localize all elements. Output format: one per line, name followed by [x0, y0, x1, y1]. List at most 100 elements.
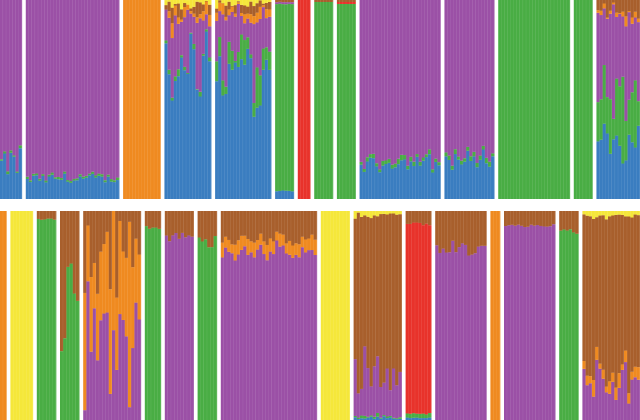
- ancestry-bar-segment: [418, 0, 423, 162]
- ancestry-bar-segment: [275, 4, 279, 192]
- ancestry-bar-segment: [624, 362, 628, 420]
- ancestry-bar-segment: [365, 157, 370, 162]
- ancestry-bar-segment: [208, 14, 212, 27]
- ancestry-bar-segment: [596, 10, 600, 13]
- ancestry-bar-segment: [615, 12, 619, 17]
- ancestry-bar-segment: [336, 0, 341, 2]
- ancestry-bar-segment: [180, 57, 184, 200]
- ancestry-bar-segment: [618, 14, 622, 87]
- ancestry-bar-segment: [379, 211, 383, 215]
- ancestry-bar-segment: [406, 165, 410, 170]
- ancestry-bar-segment: [224, 16, 228, 21]
- ancestry-bar-segment: [69, 211, 74, 264]
- ancestry-bar-segment: [201, 4, 206, 12]
- ancestry-bar-segment: [183, 17, 187, 67]
- ancestry-bar-segment: [272, 211, 276, 242]
- ancestry-bar-segment: [167, 17, 172, 70]
- ancestry-bar-segment: [408, 413, 413, 419]
- ancestry-bar-segment: [195, 89, 200, 199]
- ancestry-bar-segment: [47, 174, 52, 177]
- ancestry-bar-segment: [49, 211, 54, 219]
- ancestry-bar-segment: [366, 417, 370, 420]
- ancestry-bar-segment: [466, 146, 470, 151]
- ancestry-bar-segment: [207, 211, 211, 248]
- ancestry-bar-segment: [262, 254, 266, 420]
- ancestry-bar-segment: [258, 0, 263, 7]
- ancestry-bar-segment: [340, 211, 344, 420]
- ancestry-bar-segment: [224, 0, 228, 6]
- ancestry-bar-segment: [392, 417, 396, 419]
- ancestry-bar-segment: [12, 0, 16, 156]
- ancestry-bar-segment: [356, 393, 361, 418]
- ancestry-bar-segment: [99, 251, 103, 321]
- ancestry-bar-segment: [559, 230, 563, 420]
- ancestry-bar-segment: [32, 175, 36, 199]
- ancestry-bar-segment: [249, 241, 254, 253]
- ancestry-bar-segment: [388, 415, 393, 418]
- ancestry-bar-segment: [484, 157, 489, 164]
- ancestry-bar-segment: [224, 5, 228, 17]
- ancestry-bar-segment: [72, 180, 76, 199]
- ancestry-bar-segment: [636, 101, 640, 126]
- ancestry-bar-segment: [230, 50, 235, 70]
- ancestry-bar-segment: [421, 211, 426, 226]
- ancestry-bar-segment: [457, 211, 462, 248]
- ancestry-bar-segment: [128, 221, 132, 408]
- ancestry-bar-segment: [124, 211, 129, 258]
- ancestry-bar-segment: [75, 178, 80, 181]
- ancestry-bar-segment: [233, 0, 238, 6]
- ancestry-bar-segment: [595, 217, 599, 347]
- ancestry-bar-segment: [418, 165, 423, 199]
- ancestry-bar-segment: [297, 0, 302, 199]
- ancestry-bar-segment: [69, 182, 73, 199]
- ancestry-bar-segment: [204, 211, 208, 240]
- ancestry-bar-segment: [105, 312, 110, 420]
- ancestry-bar-segment: [0, 211, 4, 420]
- ancestry-bar-segment: [491, 156, 495, 199]
- ancestry-bar-segment: [264, 18, 269, 48]
- ancestry-bar-segment: [255, 0, 260, 4]
- ancestry-bar-segment: [227, 239, 231, 252]
- ancestry-bar-segment: [369, 386, 374, 416]
- ancestry-bar-segment: [418, 161, 423, 166]
- ancestry-bar-segment: [507, 225, 511, 420]
- ancestry-bar-segment: [259, 244, 263, 420]
- ancestry-bar-segment: [284, 253, 289, 420]
- ancestry-bar-segment: [291, 257, 295, 420]
- ancestry-bar-segment: [608, 153, 613, 199]
- ancestry-bar-segment: [346, 211, 350, 420]
- ancestry-bar-segment: [365, 0, 370, 158]
- ancestry-bar-segment: [278, 1, 282, 4]
- ancestry-bar-segment: [395, 418, 399, 420]
- ancestry-bar-segment: [278, 233, 282, 247]
- ancestry-bar-segment: [243, 5, 247, 15]
- ancestry-bar-segment: [403, 0, 407, 156]
- ancestry-bar-segment: [72, 293, 77, 420]
- ancestry-bar-segment: [148, 228, 152, 420]
- ancestry-bar-segment: [25, 176, 30, 179]
- ancestry-bar-segment: [227, 0, 232, 2]
- ancestry-bar-segment: [478, 0, 483, 156]
- ancestry-bar-segment: [585, 375, 590, 386]
- ancestry-bar-segment: [582, 211, 586, 215]
- ancestry-bar-segment: [189, 8, 193, 12]
- ancestry-bar-segment: [89, 211, 94, 278]
- ancestry-bar-segment: [491, 0, 495, 154]
- ancestry-bar-segment: [224, 236, 228, 248]
- ancestry-bar-segment: [221, 14, 225, 81]
- ancestry-bar-segment: [360, 216, 364, 389]
- ancestry-bar-segment: [192, 16, 196, 44]
- ancestry-bar-segment: [294, 243, 298, 255]
- ancestry-bar-segment: [314, 0, 318, 2]
- ancestry-bar-segment: [128, 407, 132, 420]
- ancestry-bar-segment: [463, 158, 467, 162]
- ancestry-bar-segment: [278, 3, 282, 191]
- ancestry-bar-segment: [76, 300, 80, 420]
- ancestry-bar-segment: [504, 211, 508, 227]
- ancestry-bar-segment: [112, 180, 117, 183]
- ancestry-bar-segment: [195, 89, 200, 90]
- ancestry-bar-segment: [392, 211, 396, 214]
- ancestry-bar-segment: [86, 225, 90, 282]
- ancestry-bar-segment: [198, 18, 203, 92]
- ancestry-bar-segment: [620, 364, 625, 370]
